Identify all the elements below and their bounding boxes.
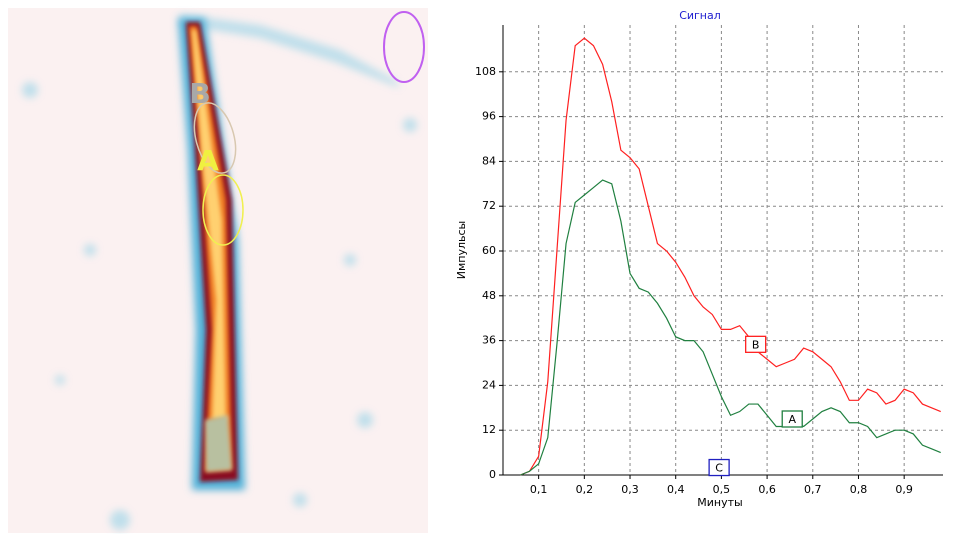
annotation: C [715,462,723,475]
series-line [520,179,941,476]
annotation: A [788,413,796,426]
y-tick-label: 72 [482,199,496,212]
scan-image: B A [8,8,428,533]
x-tick-label: 0,5 [713,483,731,496]
y-tick-label: 108 [475,65,496,78]
y-tick-label: 12 [482,423,496,436]
x-axis-label: Минуты [697,496,742,509]
region-label: B [189,77,210,110]
y-tick-label: 96 [482,110,496,123]
y-tick-label: 0 [489,468,496,481]
annotation-box [781,410,803,428]
x-tick-label: 0,2 [576,483,594,496]
y-tick-label: 48 [482,289,496,302]
region-label: A [197,144,219,177]
series-line [520,37,941,476]
annotation-box [745,335,767,353]
y-tick-label: 60 [482,244,496,257]
chart-title: Сигнал [679,9,721,22]
annotation-box [708,458,730,477]
annotation: B [752,338,760,351]
y-tick-label: 36 [482,334,496,347]
x-tick-label: 0,3 [621,483,639,496]
y-tick-label: 24 [482,378,496,391]
x-tick-label: 0,7 [804,483,822,496]
x-tick-label: 0,9 [895,483,913,496]
x-tick-label: 0,6 [758,483,776,496]
y-tick-label: 84 [482,154,496,167]
chart: Сигнал Минуты Импульсы 0 12 24 36 48 60 72 84 96… [455,9,943,509]
x-tick-label: 0,4 [667,483,685,496]
x-tick-label: 0,8 [850,483,868,496]
x-tick-label: 0,1 [530,483,548,496]
y-axis-label: Импульсы [455,221,468,279]
